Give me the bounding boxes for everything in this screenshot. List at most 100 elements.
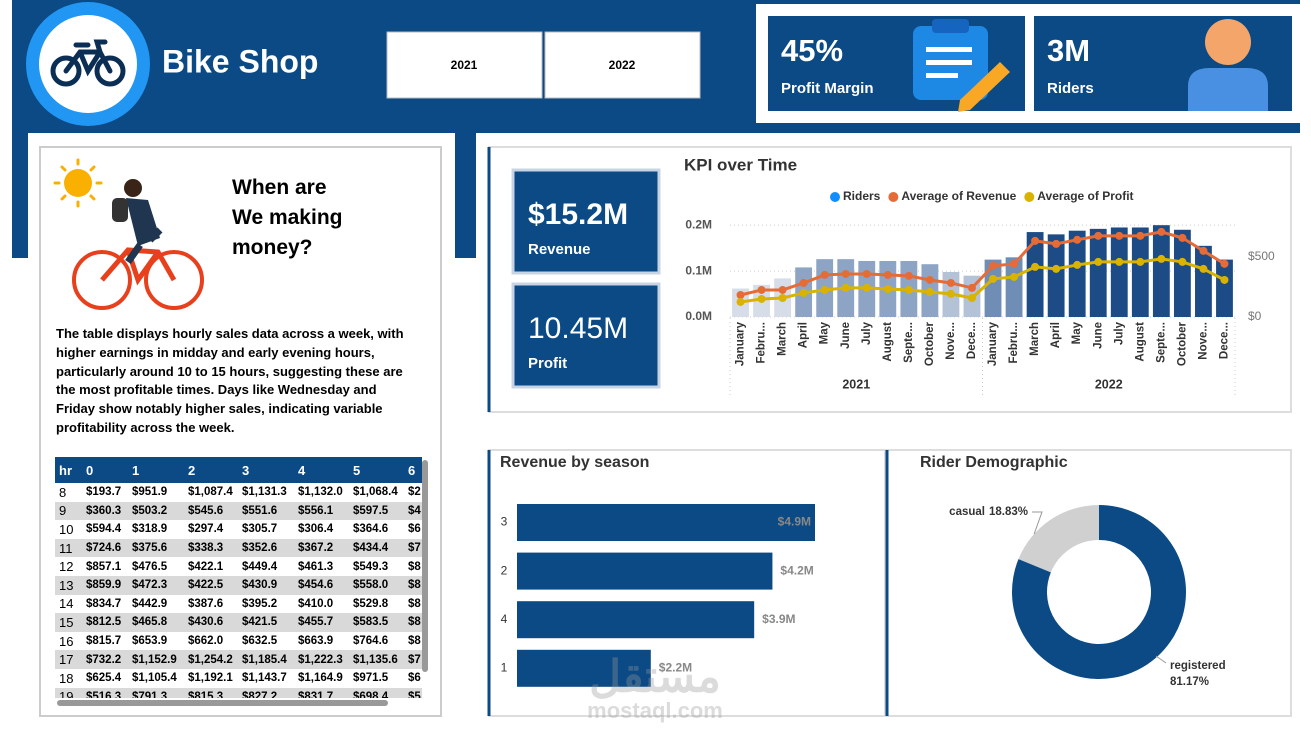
kpi-label: Profit Margin: [781, 80, 874, 97]
table-cell: $7: [404, 538, 422, 558]
table-cell: $516.3: [82, 687, 128, 698]
table-cell: $476.5: [132, 560, 168, 573]
bar: [984, 259, 1002, 317]
table-cell: $367.2: [294, 538, 349, 558]
point: [989, 261, 998, 270]
table-cell: $834.7: [86, 597, 122, 610]
kpi-value: 10.45M: [528, 312, 628, 345]
x-tick-label: October: [924, 321, 936, 366]
point: [1157, 227, 1166, 236]
table-cell: $1,192.1: [188, 672, 233, 685]
table-cell: $442.9: [132, 597, 168, 610]
point: [1178, 257, 1187, 266]
point: [1115, 257, 1124, 266]
insight-title: When are We making money?: [232, 176, 343, 259]
column-header: 3: [238, 457, 294, 483]
table-cell: $556.1: [294, 501, 349, 521]
table-cell: $503.2: [128, 501, 184, 521]
x-tick-label: January: [987, 321, 999, 366]
bar: [1026, 232, 1044, 317]
point: [757, 285, 766, 294]
table-cell: $1,185.4: [238, 650, 294, 669]
table-cell: $455.7: [294, 613, 349, 632]
user-icon: [1188, 19, 1268, 111]
table-cell: $625.4: [86, 672, 122, 685]
table-cell: $653.9: [132, 635, 168, 648]
slicer-label[interactable]: 2021: [451, 58, 478, 72]
data-label: $4.9M: [778, 515, 811, 529]
table: hr 0 1 2 3 4 5 6 8 $193.7 $951.9 $1,087.4 $1,131.3 $1…: [55, 457, 422, 698]
kpi-card: [511, 168, 661, 275]
point: [841, 269, 850, 278]
x-tick-label: July: [1113, 321, 1125, 345]
table-cell: 18: [59, 670, 74, 686]
slice-category: casual: [949, 506, 985, 518]
x-tick-label: January: [735, 321, 747, 366]
bar: [517, 552, 773, 590]
table-cell: $698.4: [349, 687, 404, 698]
table-cell: 15: [55, 613, 82, 632]
table-cell: $1,152.9: [128, 650, 184, 669]
kpi-value: 45%: [781, 33, 843, 68]
point: [820, 285, 829, 294]
table-cell: $1,254.2: [184, 650, 238, 669]
point: [989, 274, 998, 283]
table-cell: 14: [59, 596, 74, 612]
table-cell: $597.5: [349, 501, 404, 521]
table-cell: $732.2: [82, 650, 128, 669]
point: [883, 284, 892, 293]
table-cell: $545.6: [184, 501, 238, 521]
point: [1094, 231, 1103, 240]
table-cell: $422.5: [184, 575, 238, 595]
point: [883, 270, 892, 279]
point: [1010, 272, 1019, 281]
table-cell: $1,068.4: [353, 486, 398, 499]
bar: [1068, 230, 1086, 317]
column-header: 5: [349, 457, 404, 483]
kpi-card: [511, 282, 661, 389]
leader-line: [1032, 511, 1043, 535]
table-cell: $1,132.0: [298, 486, 343, 499]
slice-category: registered: [1170, 660, 1226, 672]
x-tick-label: Septe...: [1155, 322, 1167, 363]
table-cell: $395.2: [242, 597, 278, 610]
kpi-label: Profit: [528, 355, 567, 372]
slicer-label[interactable]: 2022: [609, 58, 636, 72]
data-label: $2.2M: [659, 660, 692, 674]
sun-icon: [53, 158, 103, 208]
legend-label: Average of Revenue: [901, 189, 1016, 203]
table-cell: $812.5: [82, 613, 128, 632]
bar: [1152, 225, 1170, 317]
table-cell: $318.9: [132, 523, 168, 536]
table-cell: $1,135.6: [349, 650, 404, 669]
logo-core: [39, 15, 137, 113]
table-cell: $7: [404, 650, 422, 669]
y2-tick-label: $500: [1248, 249, 1275, 263]
x-tick-label: Nove...: [945, 322, 957, 360]
table-cell: $815.3: [184, 687, 238, 698]
slicer-button[interactable]: [544, 31, 701, 99]
table-cell: $1,222.3: [294, 650, 349, 669]
table-cell: $831.7: [294, 687, 349, 698]
point: [1178, 233, 1187, 242]
slicer-button[interactable]: [386, 31, 543, 99]
table-cell: $6: [408, 523, 421, 536]
scrollbar[interactable]: [422, 460, 428, 672]
table-cell: $338.3: [184, 538, 238, 558]
x-tick-label: June: [840, 322, 852, 349]
scrollbar[interactable]: [57, 700, 388, 706]
x-tick-label: August: [882, 322, 894, 362]
point: [757, 294, 766, 303]
x-tick-label: Dece...: [1219, 322, 1231, 359]
table-cell: $449.4: [242, 560, 278, 573]
x-tick-label: Dece...: [966, 322, 978, 359]
table-cell: 16: [59, 633, 74, 649]
table-cell: 12: [59, 559, 74, 575]
app-title: Bike Shop: [162, 43, 318, 79]
table-cell: $410.0: [298, 597, 334, 610]
bar: [1173, 229, 1191, 317]
table-cell: $827.2: [238, 687, 294, 698]
table-row: 13 $859.9 $472.3 $422.5 $430.9 $454.6 $558.0 $8: [55, 575, 422, 595]
clipboard-icon: [913, 19, 1010, 112]
